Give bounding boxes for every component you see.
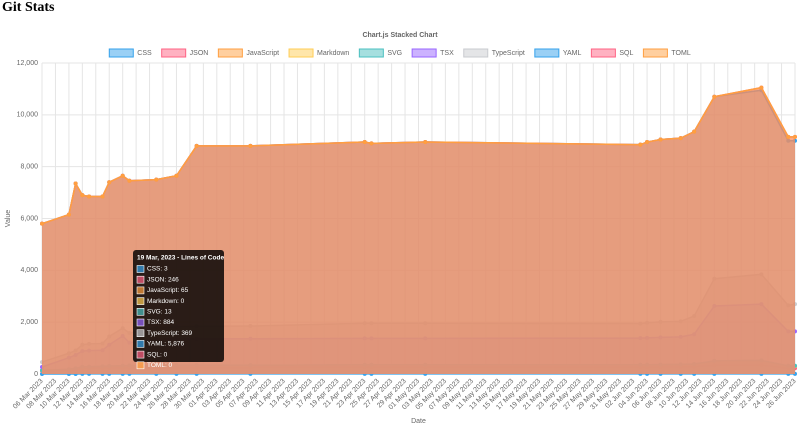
legend-item: CSS <box>108 48 152 58</box>
point <box>66 212 71 217</box>
point <box>645 140 650 145</box>
tooltip-box <box>133 250 224 362</box>
legend-swatch <box>411 48 437 58</box>
chart-title: Chart.js Stacked Chart <box>362 32 438 39</box>
legend-label: TOML <box>671 50 690 57</box>
point <box>154 177 159 182</box>
point <box>692 129 697 134</box>
tooltip-title: 19 Mar, 2023 - Lines of Code <box>137 255 224 262</box>
tooltip-item: CSS: 3 <box>147 266 168 273</box>
y-axis-label: Value <box>5 210 12 227</box>
legend-item: TOML <box>642 48 691 58</box>
point <box>127 178 132 183</box>
legend-item: TypeScript <box>463 48 525 58</box>
point <box>100 194 105 199</box>
area <box>42 87 795 374</box>
tooltip-swatch <box>136 340 145 348</box>
tooltip-swatch <box>136 275 145 284</box>
point <box>73 181 78 186</box>
legend-swatch <box>288 48 314 58</box>
point <box>759 85 764 90</box>
legend-item: TSX <box>411 48 454 58</box>
tooltip-swatch <box>136 329 145 338</box>
y-tick-label: 10,000 <box>17 112 39 119</box>
y-tick-label: 12,000 <box>17 60 39 67</box>
legend-item: JavaScript <box>217 48 279 58</box>
legend-item: SVG <box>358 48 402 58</box>
legend-swatch <box>217 48 243 58</box>
tooltip-item: SQL: 0 <box>147 351 168 358</box>
point <box>793 134 797 139</box>
legend-label: SQL <box>619 50 633 57</box>
legend-item: Markdown <box>288 48 349 58</box>
tooltip-item: TypeScript: 369 <box>147 330 193 337</box>
y-tick-label: 2,000 <box>20 319 38 326</box>
tooltip-item: JSON: 246 <box>147 276 179 283</box>
y-tick-label: 4,000 <box>20 267 38 274</box>
legend-swatch <box>534 48 560 58</box>
tooltip-swatch <box>136 350 145 359</box>
tooltip-swatch <box>136 265 145 273</box>
tooltip-swatch <box>136 297 145 305</box>
legend: CSS JSON JavaScript Markdown SVG TSX TypeScrip… <box>108 48 691 58</box>
point <box>40 221 44 226</box>
tooltip-item: Markdown: 0 <box>147 298 185 305</box>
legend-swatch <box>161 48 187 58</box>
legend-swatch <box>590 48 616 58</box>
tooltip: 19 Mar, 2023 - Lines of Code CSS: 3 JSON: … <box>133 250 224 370</box>
tooltip-item: TOML: 0 <box>147 362 173 369</box>
legend-swatch <box>108 48 134 58</box>
legend-label: TSX <box>440 50 454 57</box>
point <box>423 140 428 145</box>
point <box>248 143 253 148</box>
y-tick-label: 8,000 <box>20 164 38 171</box>
point <box>369 141 374 146</box>
legend-item: JSON <box>161 48 209 58</box>
page-title: Git Stats <box>2 0 55 15</box>
x-axis-label: Date <box>411 418 426 424</box>
legend-label: JSON <box>190 50 209 57</box>
point <box>174 173 179 178</box>
legend-label: CSS <box>137 50 152 57</box>
tooltip-item: JavaScript: 65 <box>147 287 189 294</box>
legend-swatch <box>358 48 384 58</box>
legend-swatch <box>642 48 668 58</box>
tooltip-swatch <box>136 361 145 370</box>
tooltip-item: TSX: 884 <box>147 319 174 326</box>
point <box>107 180 112 185</box>
legend-label: YAML <box>563 50 582 57</box>
tooltip-swatch <box>136 307 145 316</box>
point <box>87 194 92 199</box>
tooltip-swatch <box>136 318 145 327</box>
legend-label: TypeScript <box>492 50 525 57</box>
point <box>658 137 663 142</box>
point <box>712 94 717 99</box>
legend-label: JavaScript <box>246 50 279 57</box>
tooltip-item: YAML: 5,876 <box>147 341 184 348</box>
point <box>678 136 683 141</box>
point <box>786 134 791 139</box>
point <box>362 140 367 145</box>
point <box>80 193 85 198</box>
point <box>638 142 643 147</box>
tooltip-swatch <box>136 286 145 295</box>
legend-item: YAML <box>534 48 582 58</box>
point <box>194 143 199 148</box>
y-tick-label: 0 <box>34 371 38 378</box>
tooltip-item: SVG: 13 <box>147 309 172 316</box>
point <box>120 173 125 178</box>
legend-label: Markdown <box>317 50 349 57</box>
legend-swatch <box>463 48 489 58</box>
legend-label: SVG <box>387 50 402 57</box>
legend-item: SQL <box>590 48 633 58</box>
y-tick-label: 6,000 <box>20 215 38 222</box>
